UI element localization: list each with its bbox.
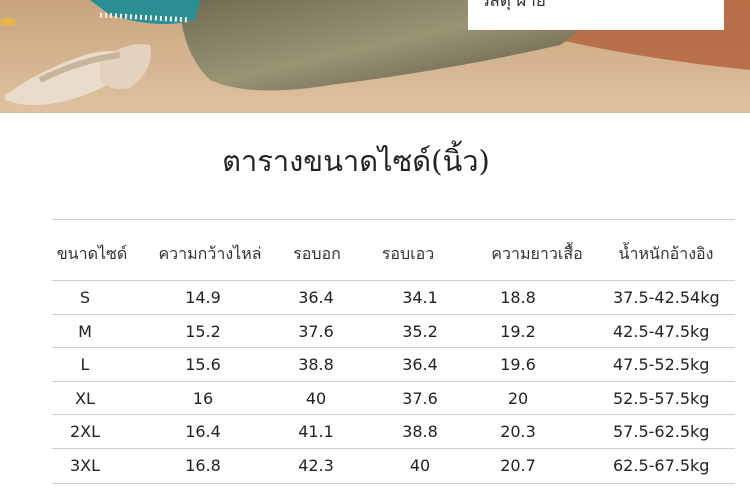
table-cell: 37.5-42.54kg (613, 288, 720, 307)
table-cell: 16 (192, 388, 214, 408)
table-cell: 40 (409, 456, 431, 475)
table-row: XL 16 40 37.6 20 52.5-57.5kg (52, 380, 735, 416)
header-cell: รอบอก (293, 244, 341, 263)
table-row: 3XL 16.8 42.3 40 20.7 62.5-67.5kg (52, 448, 735, 484)
table-cell: 41.1 (298, 422, 334, 442)
table-cell: 37.6 (298, 321, 334, 341)
header-cell: ขนาดไซด์ (56, 244, 128, 263)
table-cell: 19.6 (500, 355, 536, 375)
table-cell: 34.1 (402, 288, 438, 307)
table-row: 2XL 16.4 41.1 38.8 20.3 57.5-62.5kg (52, 414, 735, 449)
table-cell: 47.5-52.5kg (613, 355, 710, 375)
table-cell: 20.7 (500, 456, 536, 475)
table-cell: 18.8 (500, 288, 536, 307)
table-cell: 36.4 (298, 288, 334, 307)
table-cell: 62.5-67.5kg (613, 456, 710, 475)
table-cell: S (79, 288, 91, 307)
table-cell: 52.5-57.5kg (613, 388, 710, 408)
table-cell: M (78, 321, 92, 341)
table-cell: 35.2 (402, 321, 438, 341)
table-row: L 15.6 38.8 36.4 19.6 47.5-52.5kg (52, 347, 735, 382)
header-cell: ความกว้างไหล่ (158, 244, 262, 263)
header-row: ขนาดไซด์ ความกว้างไหล่ รอบอก รอบเอว ความยาวเ… (52, 219, 735, 281)
table-cell: 2XL (69, 422, 101, 442)
table-cell: 37.6 (402, 388, 438, 408)
table-row: S 14.9 36.4 34.1 18.8 37.5-42.54kg (52, 280, 735, 315)
header-cell: ความยาวเสื้อ (491, 244, 583, 263)
table-row: M 15.2 37.6 35.2 19.2 42.5-47.5kg (52, 313, 735, 349)
table-cell: 15.2 (185, 321, 221, 341)
table-cell: 38.8 (298, 355, 334, 375)
table-cell: 14.9 (185, 288, 221, 307)
header-cell: น้ำหนักอ้างอิง (618, 244, 714, 263)
table-cell: 15.6 (185, 355, 221, 375)
table-cell: 42.3 (298, 456, 334, 475)
table-cell: 20.3 (500, 422, 536, 442)
table-cell: 16.4 (185, 422, 221, 442)
table-cell: 42.5-47.5kg (613, 321, 710, 341)
table-cell: 20 (507, 388, 529, 408)
table-cell: 40 (305, 388, 327, 408)
table-cell: 57.5-62.5kg (613, 422, 710, 442)
header-cell: รอบเอว (381, 244, 435, 263)
table-cell: 38.8 (402, 422, 438, 442)
table-title: ตารางขนาดไซด์(นิ้ว) (222, 144, 490, 178)
table-cell: L (80, 355, 90, 375)
table-cell: 19.2 (500, 321, 536, 341)
table-cell: XL (75, 388, 95, 408)
table-cell: 3XL (69, 456, 101, 475)
table-cell: 36.4 (402, 355, 438, 375)
photo-caption: วัสดุ ผ้าย (468, 0, 724, 30)
table-cell: 16.8 (185, 456, 221, 475)
